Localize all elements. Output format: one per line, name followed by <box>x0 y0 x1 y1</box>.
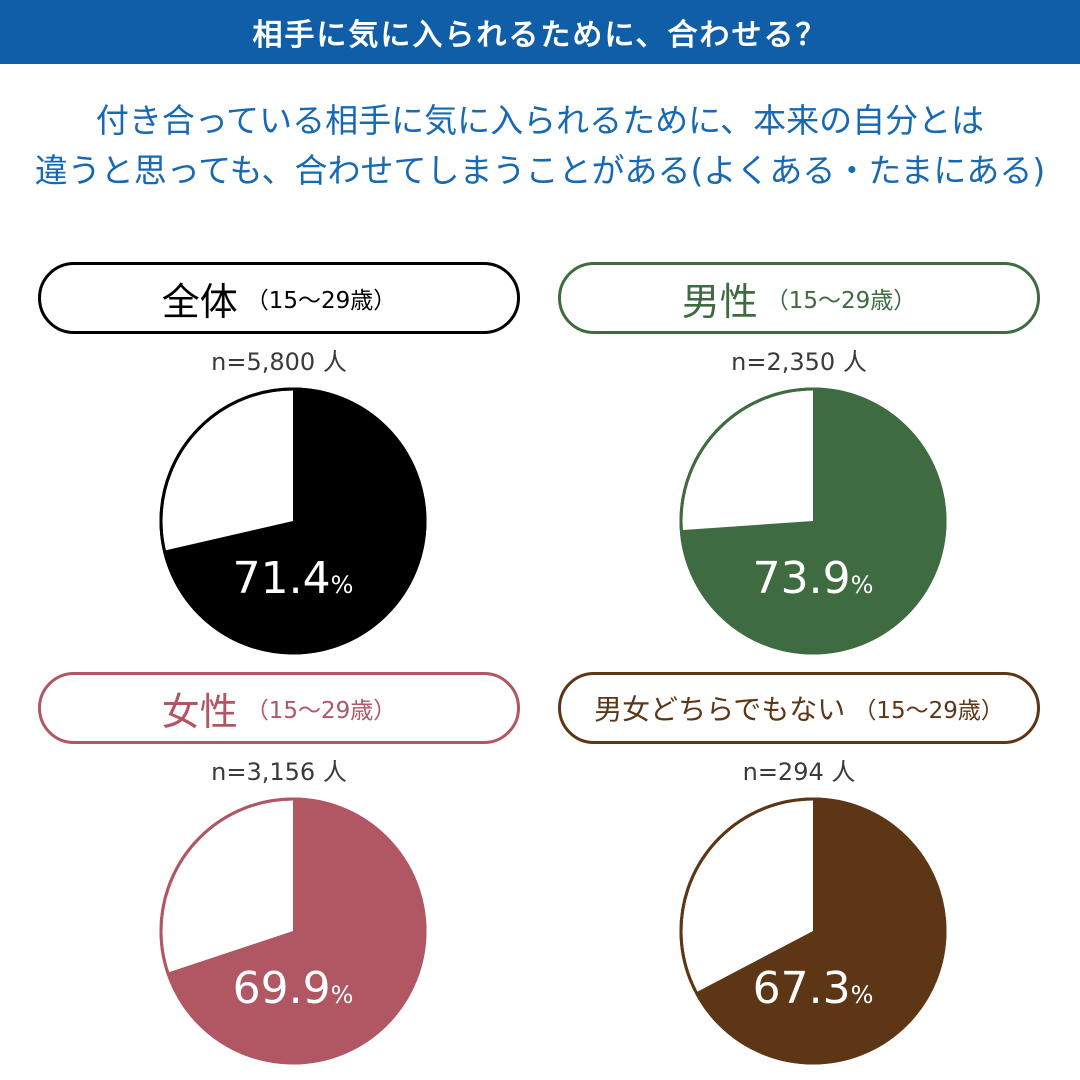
pie-slice-value <box>681 389 946 653</box>
sample-size: n=3,156 人 <box>211 758 347 786</box>
group-label: 男性 <box>681 279 758 324</box>
pie-outline <box>679 387 947 655</box>
pie-value-label: 71.4% <box>233 553 354 604</box>
pie-female: 69.9% <box>159 797 427 1065</box>
sample-size: n=2,350 人 <box>731 348 867 376</box>
group-label: 全体 <box>161 279 238 324</box>
pie-nonbinary: 67.3% <box>679 797 947 1065</box>
pie-male: 73.9% <box>679 387 947 655</box>
pie-slice-value <box>696 799 946 1063</box>
age-range: （15〜29歳） <box>853 698 1004 724</box>
pill-label-male: 男性 （15〜29歳） <box>558 262 1040 334</box>
pie-value-label: 69.9% <box>233 963 354 1014</box>
group-label: 女性 <box>161 689 238 734</box>
sample-size: n=294 人 <box>742 758 856 786</box>
pie-outline <box>159 797 427 1065</box>
pie-total: 71.4% <box>159 387 427 655</box>
panel-female: 女性 （15〜29歳） n=3,156 人 69.9% <box>38 672 558 1072</box>
pill-label-total: 全体 （15〜29歳） <box>38 262 520 334</box>
pill-label-nonbinary: 男女どちらでもない （15〜29歳） <box>558 672 1040 744</box>
pie-outline <box>159 387 427 655</box>
pie-slice-value <box>164 389 425 653</box>
question-text: 付き合っている相手に気に入られるために、本来の自分とは 違うと思っても、合わせて… <box>0 96 1080 196</box>
panel-nonbinary: 男女どちらでもない （15〜29歳） n=294 人 67.3% <box>558 672 1078 1072</box>
age-range: （15〜29歳） <box>765 288 917 314</box>
panel-male: 男性 （15〜29歳） n=2,350 人 73.9% <box>558 262 1078 662</box>
age-range: （15〜29歳） <box>245 698 397 724</box>
pie-value-label: 73.9% <box>753 553 874 604</box>
age-range: （15〜29歳） <box>245 288 397 314</box>
question-line-1: 付き合っている相手に気に入られるために、本来の自分とは <box>95 101 985 140</box>
question-line-2: 違うと思っても、合わせてしまうことがある(よくある・たまにある) <box>34 151 1046 190</box>
sample-size: n=5,800 人 <box>211 348 347 376</box>
pie-outline <box>679 797 947 1065</box>
header-title: 相手に気に入られるために、合わせる？ <box>0 0 1080 64</box>
pie-slice-value <box>167 799 426 1063</box>
pie-value-label: 67.3% <box>753 963 874 1014</box>
group-label: 男女どちらでもない <box>594 693 846 726</box>
pill-label-female: 女性 （15〜29歳） <box>38 672 520 744</box>
panel-total: 全体 （15〜29歳） n=5,800 人 71.4% <box>38 262 558 662</box>
